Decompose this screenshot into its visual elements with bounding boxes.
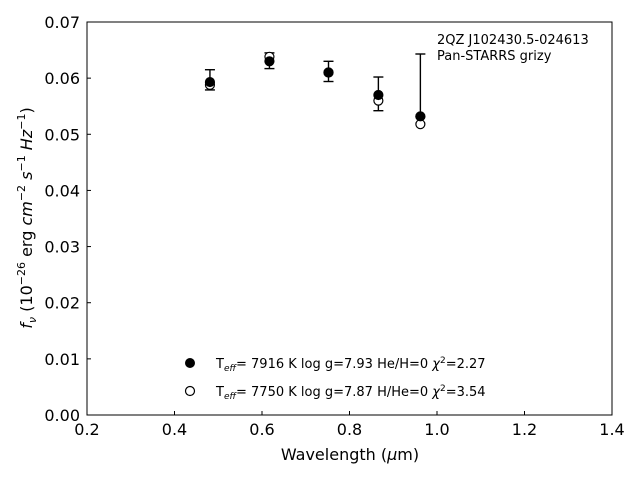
model-point-filled: [415, 111, 426, 122]
x-tick-label: 0.8: [337, 420, 362, 439]
x-tick-label: 1.0: [424, 420, 449, 439]
y-tick-label: 0.06: [44, 69, 80, 88]
model-point-filled: [204, 76, 216, 88]
x-tick-label: 0.2: [74, 420, 99, 439]
y-tick-label: 0.05: [44, 125, 80, 144]
x-tick-label: 0.6: [249, 420, 274, 439]
x-tick-label: 0.4: [162, 420, 187, 439]
svg-text:fν (10−26 erg cm−2 s−1 Hz−1): fν (10−26 erg cm−2 s−1 Hz−1): [15, 107, 39, 328]
x-tick-label: 1.4: [599, 420, 624, 439]
y-tick-label: 0.02: [44, 294, 80, 313]
plot-area: [86, 21, 613, 416]
model-point-filled: [323, 67, 334, 78]
legend-marker-filled: [185, 358, 195, 368]
x-axis-label: Wavelength (μm): [281, 445, 419, 464]
y-tick-label: 0.03: [44, 238, 80, 257]
legend: Teff= 7916 K log g=7.93 He/H=0 χ2=2.27 T…: [184, 356, 486, 402]
x-axis-ticks: 0.2 0.4 0.6 0.8 1.0 1.2 1.4: [74, 411, 625, 439]
legend-label-filled: Teff= 7916 K log g=7.93 He/H=0 χ2=2.27: [215, 356, 486, 374]
y-tick-label: 0.04: [44, 181, 80, 200]
legend-marker-open: [184, 385, 196, 397]
y-tick-label: 0.00: [44, 406, 80, 425]
y-axis-label: fν (10−26 erg cm−2 s−1 Hz−1): [15, 107, 39, 328]
model-point-filled: [373, 89, 384, 101]
y-tick-label: 0.01: [44, 350, 80, 369]
model-point-filled: [264, 56, 275, 67]
annotation-survey: Pan-STARRS grizy: [437, 49, 552, 64]
data-markers: [204, 51, 426, 130]
x-tick-label: 1.2: [512, 420, 537, 439]
annotation-object: 2QZ J102430.5-024613: [437, 33, 589, 48]
y-axis-ticks: 0.00 0.01 0.02 0.03 0.04 0.05 0.06 0.07: [44, 13, 91, 425]
legend-label-open: Teff= 7750 K log g=7.87 H/He=0 χ2=3.54: [215, 384, 486, 402]
y-tick-label: 0.07: [44, 13, 80, 32]
